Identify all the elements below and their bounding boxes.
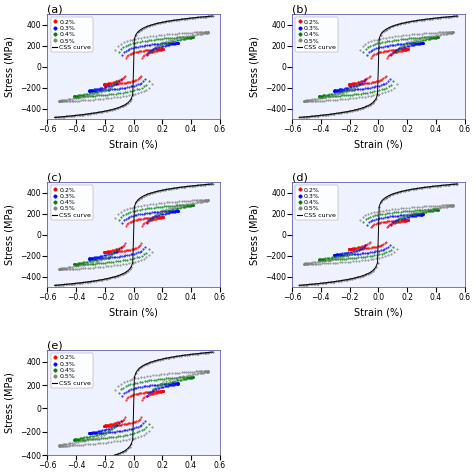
Legend: 0.2%, 0.3%, 0.4%, 0.5%, CSS curve: 0.2%, 0.3%, 0.4%, 0.5%, CSS curve <box>295 185 338 219</box>
Legend: 0.2%, 0.3%, 0.4%, 0.5%, CSS curve: 0.2%, 0.3%, 0.4%, 0.5%, CSS curve <box>51 18 93 52</box>
Y-axis label: Stress (MPa): Stress (MPa) <box>5 204 15 265</box>
X-axis label: Strain (%): Strain (%) <box>354 140 403 150</box>
Y-axis label: Stress (MPa): Stress (MPa) <box>5 36 15 97</box>
Text: (d): (d) <box>292 172 308 182</box>
Legend: 0.2%, 0.3%, 0.4%, 0.5%, CSS curve: 0.2%, 0.3%, 0.4%, 0.5%, CSS curve <box>295 18 338 52</box>
Y-axis label: Stress (MPa): Stress (MPa) <box>5 372 15 433</box>
Text: (c): (c) <box>47 172 62 182</box>
Y-axis label: Stress (MPa): Stress (MPa) <box>249 204 259 265</box>
Text: (b): (b) <box>292 4 308 14</box>
Text: (e): (e) <box>47 340 63 350</box>
X-axis label: Strain (%): Strain (%) <box>109 308 158 318</box>
Legend: 0.2%, 0.3%, 0.4%, 0.5%, CSS curve: 0.2%, 0.3%, 0.4%, 0.5%, CSS curve <box>51 185 93 219</box>
Legend: 0.2%, 0.3%, 0.4%, 0.5%, CSS curve: 0.2%, 0.3%, 0.4%, 0.5%, CSS curve <box>51 353 93 388</box>
X-axis label: Strain (%): Strain (%) <box>354 308 403 318</box>
X-axis label: Strain (%): Strain (%) <box>109 140 158 150</box>
Y-axis label: Stress (MPa): Stress (MPa) <box>249 36 259 97</box>
Text: (a): (a) <box>47 4 63 14</box>
